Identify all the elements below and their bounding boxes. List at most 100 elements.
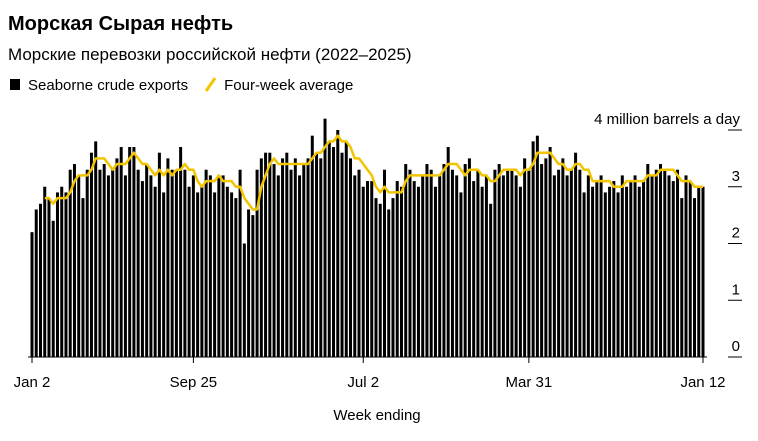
bar (149, 175, 153, 357)
bar (268, 152, 272, 357)
bar (395, 181, 399, 357)
bar (72, 164, 76, 357)
bar (387, 209, 391, 357)
bar (535, 135, 539, 357)
bar (43, 186, 47, 357)
bar (408, 169, 412, 357)
x-tick-label: Jan 2 (14, 374, 51, 391)
bar (637, 186, 641, 357)
bar (425, 164, 429, 357)
bar (595, 181, 599, 357)
bar (196, 192, 200, 357)
bar (208, 175, 212, 357)
bar (654, 169, 658, 357)
bar (106, 175, 110, 357)
y-tick-label: 4 million barrels a day (594, 111, 740, 128)
bar (688, 181, 692, 357)
bar (561, 158, 565, 357)
bar (310, 135, 314, 357)
legend-label: Seaborne crude exports (28, 77, 188, 94)
bar (264, 152, 268, 357)
bar (603, 192, 607, 357)
bar (34, 209, 38, 357)
bar (582, 192, 586, 357)
bar (412, 181, 416, 357)
bar (650, 175, 654, 357)
bar (81, 198, 85, 357)
bar (378, 203, 382, 357)
bar (349, 158, 353, 357)
bar (599, 175, 603, 357)
bar (625, 186, 629, 357)
bar (629, 181, 633, 357)
bar (472, 181, 476, 357)
bar (684, 175, 688, 357)
bar (616, 192, 620, 357)
bar (450, 169, 454, 357)
bar (102, 164, 106, 357)
bar (336, 130, 340, 357)
legend-label: Four-week average (224, 77, 353, 94)
bar (136, 169, 140, 357)
bar (128, 147, 132, 357)
bar (489, 203, 493, 357)
bar (693, 198, 697, 357)
y-tick-label: 1 (732, 281, 740, 298)
bar (140, 181, 144, 357)
bar (366, 181, 369, 357)
bar (353, 175, 357, 357)
bar (255, 169, 259, 357)
bar (157, 152, 161, 357)
bar (523, 158, 527, 357)
bar (272, 164, 276, 357)
chart-subtitle: Морские перевозки российской нефти (2022… (8, 45, 412, 64)
bar (60, 186, 64, 357)
legend-swatch (10, 79, 20, 90)
bar (467, 158, 471, 357)
bar (357, 169, 361, 357)
bar (404, 164, 408, 357)
bar (591, 186, 595, 357)
bar (247, 209, 251, 357)
bar (251, 215, 255, 357)
legend-swatch (204, 77, 217, 92)
x-tick-label: Sep 25 (170, 374, 218, 391)
x-axis-label: Week ending (333, 407, 420, 424)
bar (225, 186, 229, 357)
bar (438, 175, 442, 357)
bar (557, 169, 561, 357)
bar (442, 164, 446, 357)
bar (183, 169, 187, 357)
bar (680, 198, 684, 357)
bar (174, 169, 178, 357)
bar (230, 192, 234, 357)
bar (293, 158, 297, 357)
bar (646, 164, 650, 357)
bar (421, 175, 425, 357)
bar (391, 198, 395, 357)
bar (701, 186, 705, 357)
bar (85, 169, 89, 357)
bar (327, 141, 331, 357)
bar (484, 175, 488, 357)
bar (612, 181, 616, 357)
bar (642, 181, 646, 357)
bar (531, 141, 535, 357)
bar (281, 158, 285, 357)
bar (527, 169, 531, 357)
bar (340, 152, 344, 357)
bar (476, 169, 480, 357)
bar (514, 175, 518, 357)
bar (98, 169, 102, 357)
bar (374, 198, 378, 357)
bar (302, 164, 306, 357)
bar (433, 186, 437, 357)
bar (501, 175, 505, 357)
bar (221, 175, 225, 357)
bar (620, 175, 624, 357)
bar (306, 158, 310, 357)
bar (213, 192, 217, 357)
bar (493, 169, 497, 357)
